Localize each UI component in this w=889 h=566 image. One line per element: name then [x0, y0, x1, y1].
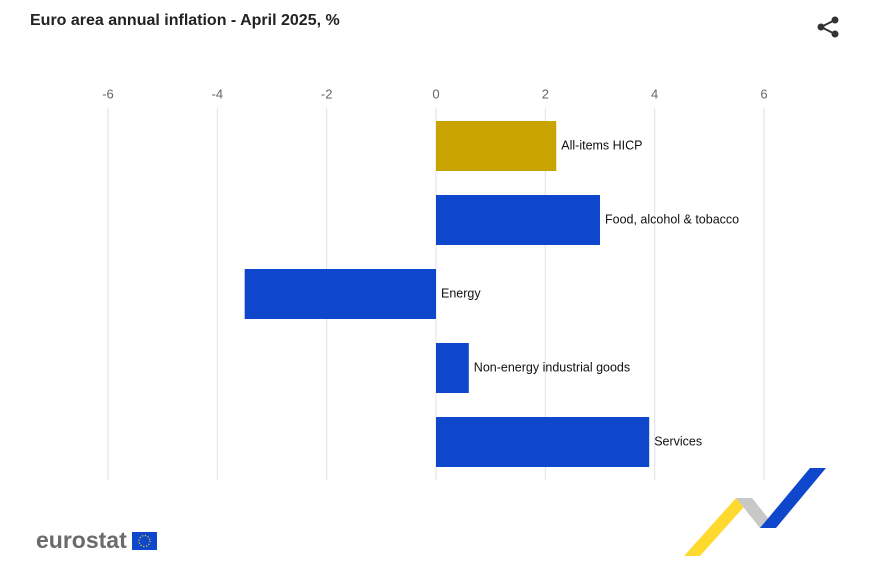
category-label: Non-energy industrial goods — [474, 360, 630, 374]
x-tick-label: -4 — [212, 86, 224, 101]
share-button[interactable] — [817, 16, 839, 38]
plot-area: -6 -4 -2 0 2 4 6 All-items HICP Food, alcohol & … — [102, 86, 768, 480]
x-tick-label: -6 — [102, 86, 114, 101]
bar — [436, 343, 469, 393]
logo-text: eurostat — [36, 527, 127, 553]
category-label: Services — [654, 434, 702, 448]
x-tick-label: 0 — [432, 86, 439, 101]
eu-flag — [132, 532, 157, 550]
category-label: Food, alcohol & tobacco — [605, 212, 739, 226]
x-tick-label: 6 — [760, 86, 767, 101]
x-tick-label: 2 — [542, 86, 549, 101]
x-tick-label: 4 — [651, 86, 658, 101]
bar — [436, 121, 557, 171]
decoration-ribbon — [684, 468, 826, 556]
category-label: All-items HICP — [561, 138, 642, 152]
chart-title: Euro area annual inflation - April 2025,… — [30, 12, 340, 29]
x-tick-label: -2 — [321, 86, 333, 101]
bar — [436, 417, 650, 467]
bar — [244, 269, 436, 319]
category-label: Energy — [441, 286, 481, 300]
bar — [436, 195, 600, 245]
